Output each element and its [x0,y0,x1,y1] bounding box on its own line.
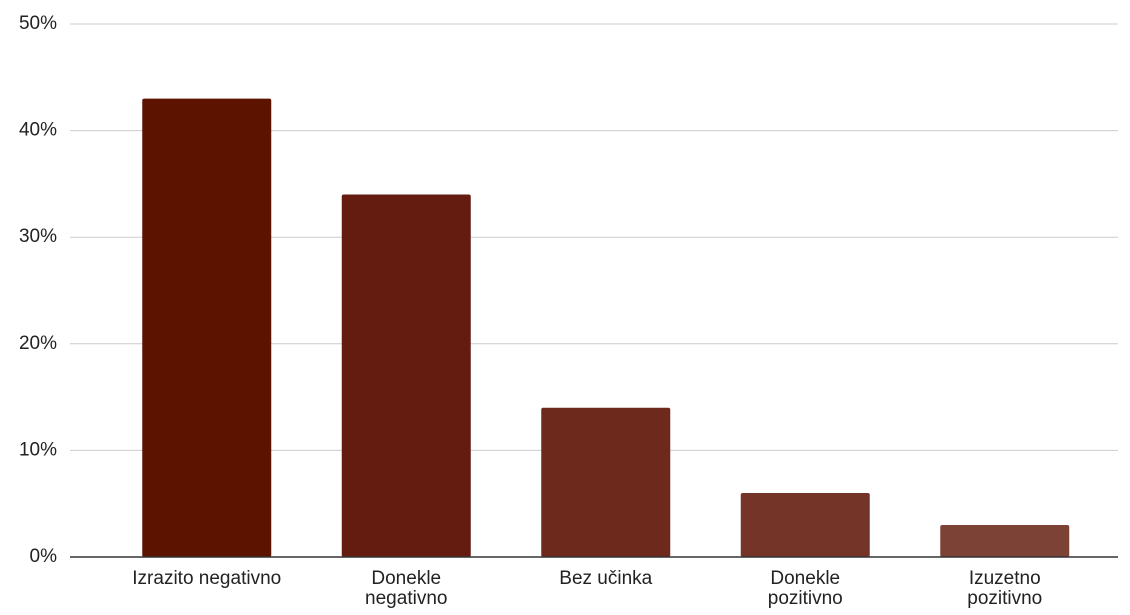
x-tick-label: Izrazito negativno [132,568,282,589]
bar [740,493,870,557]
bar [142,98,272,558]
bar [341,194,471,557]
x-tick-label: Bez učinka [559,568,653,589]
x-tick-label: Izuzetno pozitivno [967,568,1043,609]
bar [940,525,1070,557]
bar [541,407,671,557]
y-tick-label: 10% [19,439,57,460]
y-tick-label: 30% [19,226,57,247]
y-tick-label: 40% [19,120,57,141]
x-tick-label: Donekle pozitivno [767,568,843,609]
x-tick-label: Donekle negativno [365,568,448,609]
y-tick-label: 20% [19,333,57,354]
y-tick-label: 0% [30,546,58,567]
y-tick-label: 50% [19,13,57,34]
